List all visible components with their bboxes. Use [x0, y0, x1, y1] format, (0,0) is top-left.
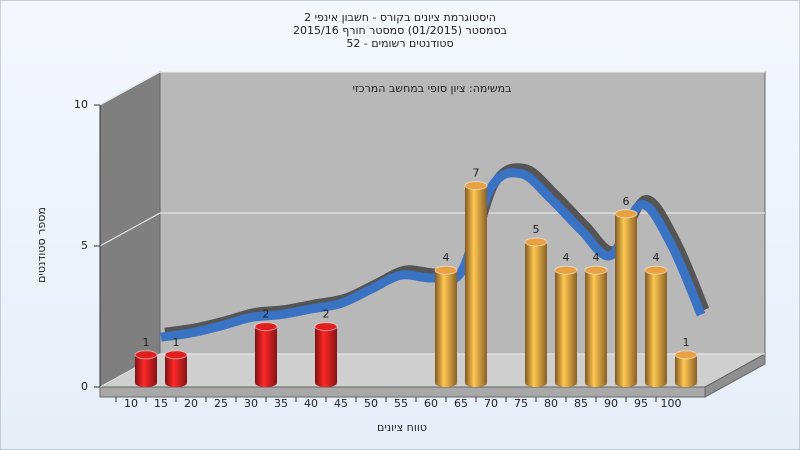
curve — [160, 168, 706, 342]
bar — [435, 270, 457, 383]
x-tick-label: 45 — [334, 397, 348, 410]
x-tick-label: 30 — [244, 397, 258, 410]
y-tick-label: 5 — [81, 239, 88, 252]
bar-bottom — [645, 379, 667, 387]
data-label: 4 — [563, 251, 570, 264]
bar-top — [434, 265, 458, 275]
bar-bottom — [615, 379, 637, 387]
floor-edge — [99, 386, 706, 398]
x-tick-label: 50 — [364, 397, 378, 410]
title-line: בסמסטר (01/2015) סמסטר חורף 2015/16 — [293, 24, 507, 37]
bar — [675, 354, 697, 383]
bar-top — [614, 209, 638, 219]
x-tick-label: 55 — [394, 397, 408, 410]
bar-top — [644, 265, 668, 275]
x-tick-label: 25 — [214, 397, 228, 410]
data-label: 1 — [683, 336, 690, 349]
data-label: 7 — [473, 167, 480, 180]
bar-top — [674, 350, 698, 360]
data-label: 1 — [143, 336, 150, 349]
bar — [165, 354, 187, 383]
x-tick-label: 60 — [424, 397, 438, 410]
bar-top — [254, 322, 278, 332]
x-tick-label: 65 — [454, 397, 468, 410]
x-tick-label: 20 — [184, 397, 198, 410]
subtitle: במשימה: ציון סופי במחשב המרכזי — [352, 82, 511, 95]
data-label: 2 — [323, 308, 330, 321]
y-tick-label: 0 — [81, 380, 88, 393]
x-tick-label: 70 — [484, 397, 498, 410]
data-label: 2 — [263, 308, 270, 321]
data-label: 4 — [443, 251, 450, 264]
bar-bottom — [675, 379, 697, 387]
x-tick-label: 15 — [154, 397, 168, 410]
bar-bottom — [585, 379, 607, 387]
x-tick-label: 75 — [514, 397, 528, 410]
x-tick-label: 100 — [661, 397, 682, 410]
bar-top — [134, 350, 158, 360]
x-tick-label: 80 — [544, 397, 558, 410]
bar-bottom — [525, 379, 547, 387]
grid-line — [99, 71, 161, 106]
bar — [255, 326, 277, 383]
bar — [615, 213, 637, 383]
bar-bottom — [165, 379, 187, 387]
bar-top — [164, 350, 188, 360]
data-label: 4 — [593, 251, 600, 264]
bar — [465, 185, 487, 383]
y-tick-label: 10 — [74, 98, 88, 111]
data-label: 5 — [533, 223, 540, 236]
bar-bottom — [435, 379, 457, 387]
bar-top — [524, 237, 548, 247]
x-tick-label: 10 — [124, 397, 138, 410]
bar-bottom — [315, 379, 337, 387]
bar-bottom — [135, 379, 157, 387]
title-line: סטודנטים רשומים - 52 — [346, 37, 453, 50]
grid-line — [99, 212, 161, 247]
bar-top — [464, 181, 488, 191]
bar — [645, 270, 667, 383]
x-axis-label: טווח ציונים — [377, 421, 427, 434]
x-tick-label: 95 — [634, 397, 648, 410]
data-label: 4 — [653, 251, 660, 264]
bar-bottom — [465, 379, 487, 387]
bar — [525, 242, 547, 383]
data-label: 1 — [173, 336, 180, 349]
data-label: 6 — [623, 195, 630, 208]
title-line: היסטוגרמת ציונים בקורס - חשבון אינפי 2 — [304, 11, 496, 24]
bar-bottom — [255, 379, 277, 387]
bar — [555, 270, 577, 383]
bar — [135, 354, 157, 383]
x-tick-label: 85 — [574, 397, 588, 410]
y-axis-label: מספר סטודנטים — [35, 207, 48, 283]
floor-side — [704, 353, 766, 398]
x-tick-label: 90 — [604, 397, 618, 410]
bar-top — [584, 265, 608, 275]
bar-top — [554, 265, 578, 275]
x-tick-label: 35 — [274, 397, 288, 410]
x-tick-label: 40 — [304, 397, 318, 410]
bar — [585, 270, 607, 383]
bar-top — [314, 322, 338, 332]
bar — [315, 326, 337, 383]
bar-bottom — [555, 379, 577, 387]
